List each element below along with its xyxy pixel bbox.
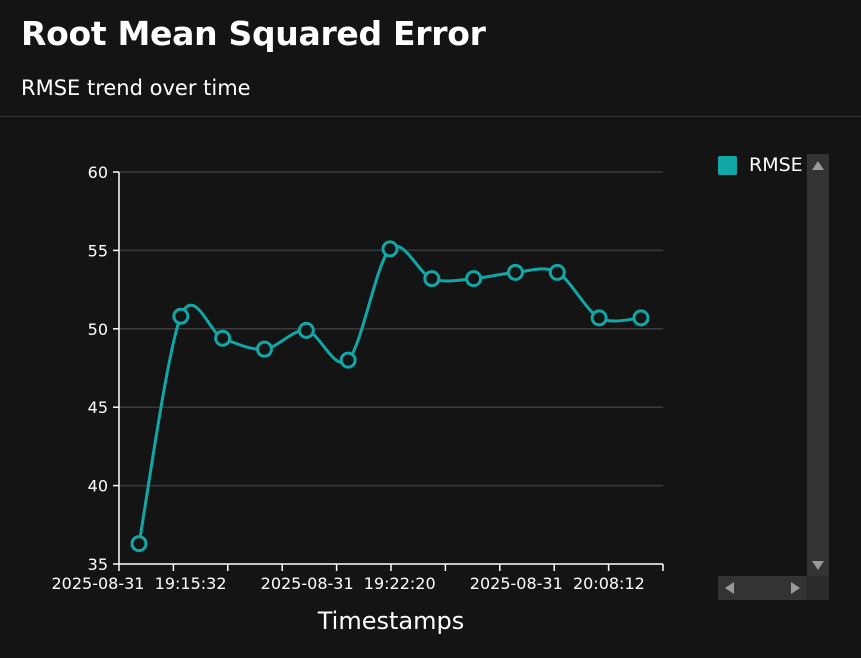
legend-vertical-scrollbar[interactable] <box>807 154 829 576</box>
data-point[interactable] <box>339 351 357 369</box>
y-tick-label: 60 <box>88 163 108 182</box>
series-line <box>137 244 642 544</box>
legend-label: RMSE <box>749 154 803 176</box>
x-tick-label: 2025-08-31 19:22:20 <box>261 574 436 593</box>
line-chart: 35 40 45 50 55 60 2025-08-31 19:15:32 2025-08-3… <box>51 163 664 635</box>
page-subtitle: RMSE trend over time <box>21 76 251 100</box>
data-point[interactable] <box>548 263 566 281</box>
scroll-down-icon[interactable] <box>812 561 824 570</box>
data-point[interactable] <box>465 270 483 288</box>
legend-item-rmse[interactable]: RMSE <box>718 154 803 176</box>
scroll-left-icon[interactable] <box>725 582 734 594</box>
data-point[interactable] <box>423 270 441 288</box>
data-point[interactable] <box>172 307 190 325</box>
data-point[interactable] <box>255 340 273 358</box>
data-point[interactable] <box>297 321 315 339</box>
data-point[interactable] <box>214 329 232 347</box>
scroll-corner <box>807 576 829 600</box>
x-tick-label: 2025-08-31 20:08:12 <box>470 574 645 593</box>
data-point[interactable] <box>632 309 650 327</box>
data-point[interactable] <box>130 535 148 553</box>
data-point[interactable] <box>381 240 399 258</box>
chart-header: Root Mean Squared Error RMSE trend over … <box>0 0 861 117</box>
data-point[interactable] <box>506 263 524 281</box>
legend-swatch <box>718 155 737 175</box>
series-rmse <box>130 240 650 553</box>
x-tick-label: 2025-08-31 19:15:32 <box>51 574 226 593</box>
legend: RMSE <box>718 154 830 600</box>
x-axis-title: Timestamps <box>317 607 464 635</box>
y-tick-label: 45 <box>88 398 108 417</box>
axes: 35 40 45 50 55 60 2025-08-31 19:15:32 2025-08-3… <box>51 163 664 593</box>
y-tick-label: 50 <box>88 320 108 339</box>
grid-lines <box>119 171 663 487</box>
data-point[interactable] <box>590 309 608 327</box>
y-tick-label: 55 <box>88 241 108 260</box>
scroll-up-icon[interactable] <box>812 161 824 170</box>
page-title: Root Mean Squared Error <box>21 14 486 53</box>
scroll-right-icon[interactable] <box>791 582 800 594</box>
y-tick-label: 40 <box>88 477 108 496</box>
y-tick-label: 35 <box>88 555 108 574</box>
